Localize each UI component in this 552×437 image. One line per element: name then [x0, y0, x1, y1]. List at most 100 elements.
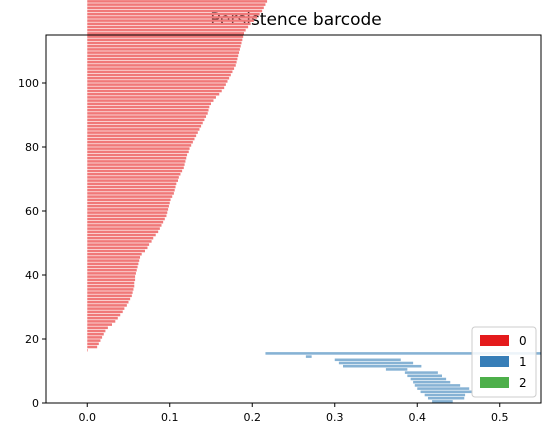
x-tick-label: 0.2	[244, 411, 262, 424]
barcode-bar-dim0-90	[87, 60, 237, 64]
barcode-bar-dim0-100	[87, 28, 246, 32]
barcode-bar-dim0-74	[87, 112, 208, 115]
barcode-bar-dim0-25	[87, 268, 137, 272]
x-tick-label: 0.5	[491, 411, 509, 424]
barcode-bar-dim0-73	[87, 115, 207, 118]
barcode-bar-dim0-22	[87, 278, 136, 282]
barcode-bar-dim0-13	[87, 307, 125, 310]
barcode-bar-dim0-62	[87, 150, 189, 154]
barcode-bar-dim1-4	[417, 387, 470, 390]
barcode-bar-dim0-72	[87, 118, 205, 122]
barcode-bar-dim0-7	[87, 326, 108, 330]
barcode-bar-dim0-49	[87, 192, 174, 195]
barcode-bar-dim0-71	[87, 121, 203, 125]
barcode-bar-dim1-0	[432, 400, 453, 403]
barcode-bar-dim0-93	[87, 51, 240, 54]
barcode-bar-dim0-105	[87, 12, 260, 16]
barcode-bar-dim0-31	[87, 249, 145, 253]
barcode-bar-dim0-46	[87, 201, 170, 205]
y-axis: 0 20 40 60 80 100	[18, 77, 46, 410]
barcode-bar-dim0-103	[87, 19, 254, 22]
barcode-bar-dim0-64	[87, 144, 192, 147]
barcode-bar-dim0-59	[87, 160, 186, 163]
barcode-bar-dim0-80	[87, 92, 220, 96]
barcode-bar-dim0-81	[87, 89, 222, 93]
legend-swatch-0	[480, 335, 509, 346]
barcode-bar-dim0-9	[87, 320, 116, 323]
plot-frame	[45, 34, 542, 404]
y-tick-label: 0	[32, 397, 39, 410]
barcode-bar-dim0-58	[87, 163, 185, 166]
barcode-bar-dim0-40	[87, 220, 164, 224]
barcode-bar-dim0-50	[87, 188, 175, 192]
barcode-bar-dim0-12	[87, 310, 123, 314]
barcode-bar-dim0-37	[87, 230, 159, 234]
y-tick-label: 100	[18, 77, 39, 90]
barcode-bar-dim0-15	[87, 300, 129, 304]
barcode-bar-dim1-8	[407, 374, 442, 378]
barcode-bar-dim0-104	[87, 16, 258, 19]
barcode-bar-dim0-5	[87, 332, 104, 336]
barcode-bar-dim0-4	[87, 336, 103, 339]
barcode-bar-dim0-2	[87, 342, 99, 346]
legend-label-1: 1	[519, 355, 527, 369]
barcode-bar-dim0-68	[87, 131, 198, 134]
barcode-bar-dim1-3	[420, 390, 473, 394]
barcode-bar-dim0-45	[87, 204, 169, 208]
barcode-bar-dim0-38	[87, 227, 160, 230]
barcode-bar-dim0-0	[87, 348, 88, 352]
barcode-bar-dim0-19	[87, 288, 134, 291]
barcode-bar-dim0-82	[87, 86, 225, 90]
barcode-bar-dim0-32	[87, 246, 148, 250]
barcode-bar-dim1-15	[265, 352, 541, 355]
barcode-bar-dim1-2	[424, 393, 466, 397]
barcode-bar-dim0-109	[87, 0, 268, 3]
barcode-bar-dim1-5	[414, 384, 461, 387]
x-tick-label: 0.4	[409, 411, 427, 424]
barcode-bar-dim0-51	[87, 185, 176, 189]
barcode-bar-dim0-33	[87, 243, 150, 246]
barcode-bar-dim0-43	[87, 211, 168, 214]
barcode-bar-dim0-86	[87, 73, 231, 77]
x-tick-label: 0.0	[79, 411, 97, 424]
barcode-bar-dim0-60	[87, 156, 187, 160]
barcode-bar-dim0-96	[87, 41, 242, 45]
barcode-bar-dim0-78	[87, 99, 214, 102]
legend-label-2: 2	[519, 376, 527, 390]
barcode-bar-dim0-61	[87, 153, 188, 157]
barcode-bar-dim0-36	[87, 233, 156, 237]
barcode-bar-dim0-10	[87, 316, 118, 320]
barcode-bar-dim0-30	[87, 252, 142, 256]
barcode-bar-dim0-106	[87, 9, 263, 13]
barcode-bar-dim1-14	[305, 355, 312, 358]
barcode-bar-dim0-63	[87, 147, 190, 150]
barcode-bar-dim0-54	[87, 176, 179, 179]
barcode-bar-dim0-94	[87, 48, 240, 51]
barcode-bar-dim0-85	[87, 76, 230, 80]
barcode-bar-dim0-108	[87, 3, 266, 6]
barcode-bar-dim0-102	[87, 22, 251, 26]
barcode-bar-dim0-91	[87, 57, 238, 61]
barcode-bar-dim0-42	[87, 214, 167, 218]
barcode-bar-dim0-23	[87, 275, 136, 278]
barcode-bar-dim0-44	[87, 208, 169, 211]
x-axis: 0.0 0.1 0.2 0.3 0.4 0.5	[79, 403, 509, 424]
barcode-bar-dim0-11	[87, 313, 121, 317]
barcode-bar-dim0-26	[87, 265, 138, 269]
y-tick-label: 40	[25, 269, 39, 282]
barcode-bar-dim0-56	[87, 169, 183, 173]
plot-bars	[87, 0, 541, 403]
barcode-bar-dim0-29	[87, 256, 141, 259]
barcode-bar-dim1-9	[404, 371, 438, 374]
barcode-bar-dim0-14	[87, 304, 127, 307]
barcode-bar-dim0-66	[87, 137, 195, 141]
barcode-bar-dim0-8	[87, 323, 112, 326]
barcode-bar-dim0-39	[87, 224, 162, 227]
barcode-bar-dim1-6	[413, 380, 451, 384]
barcode-bar-dim0-27	[87, 262, 139, 266]
barcode-bar-dim0-69	[87, 128, 200, 131]
barcode-bar-dim1-11	[343, 364, 422, 368]
barcode-bar-dim0-77	[87, 102, 211, 106]
